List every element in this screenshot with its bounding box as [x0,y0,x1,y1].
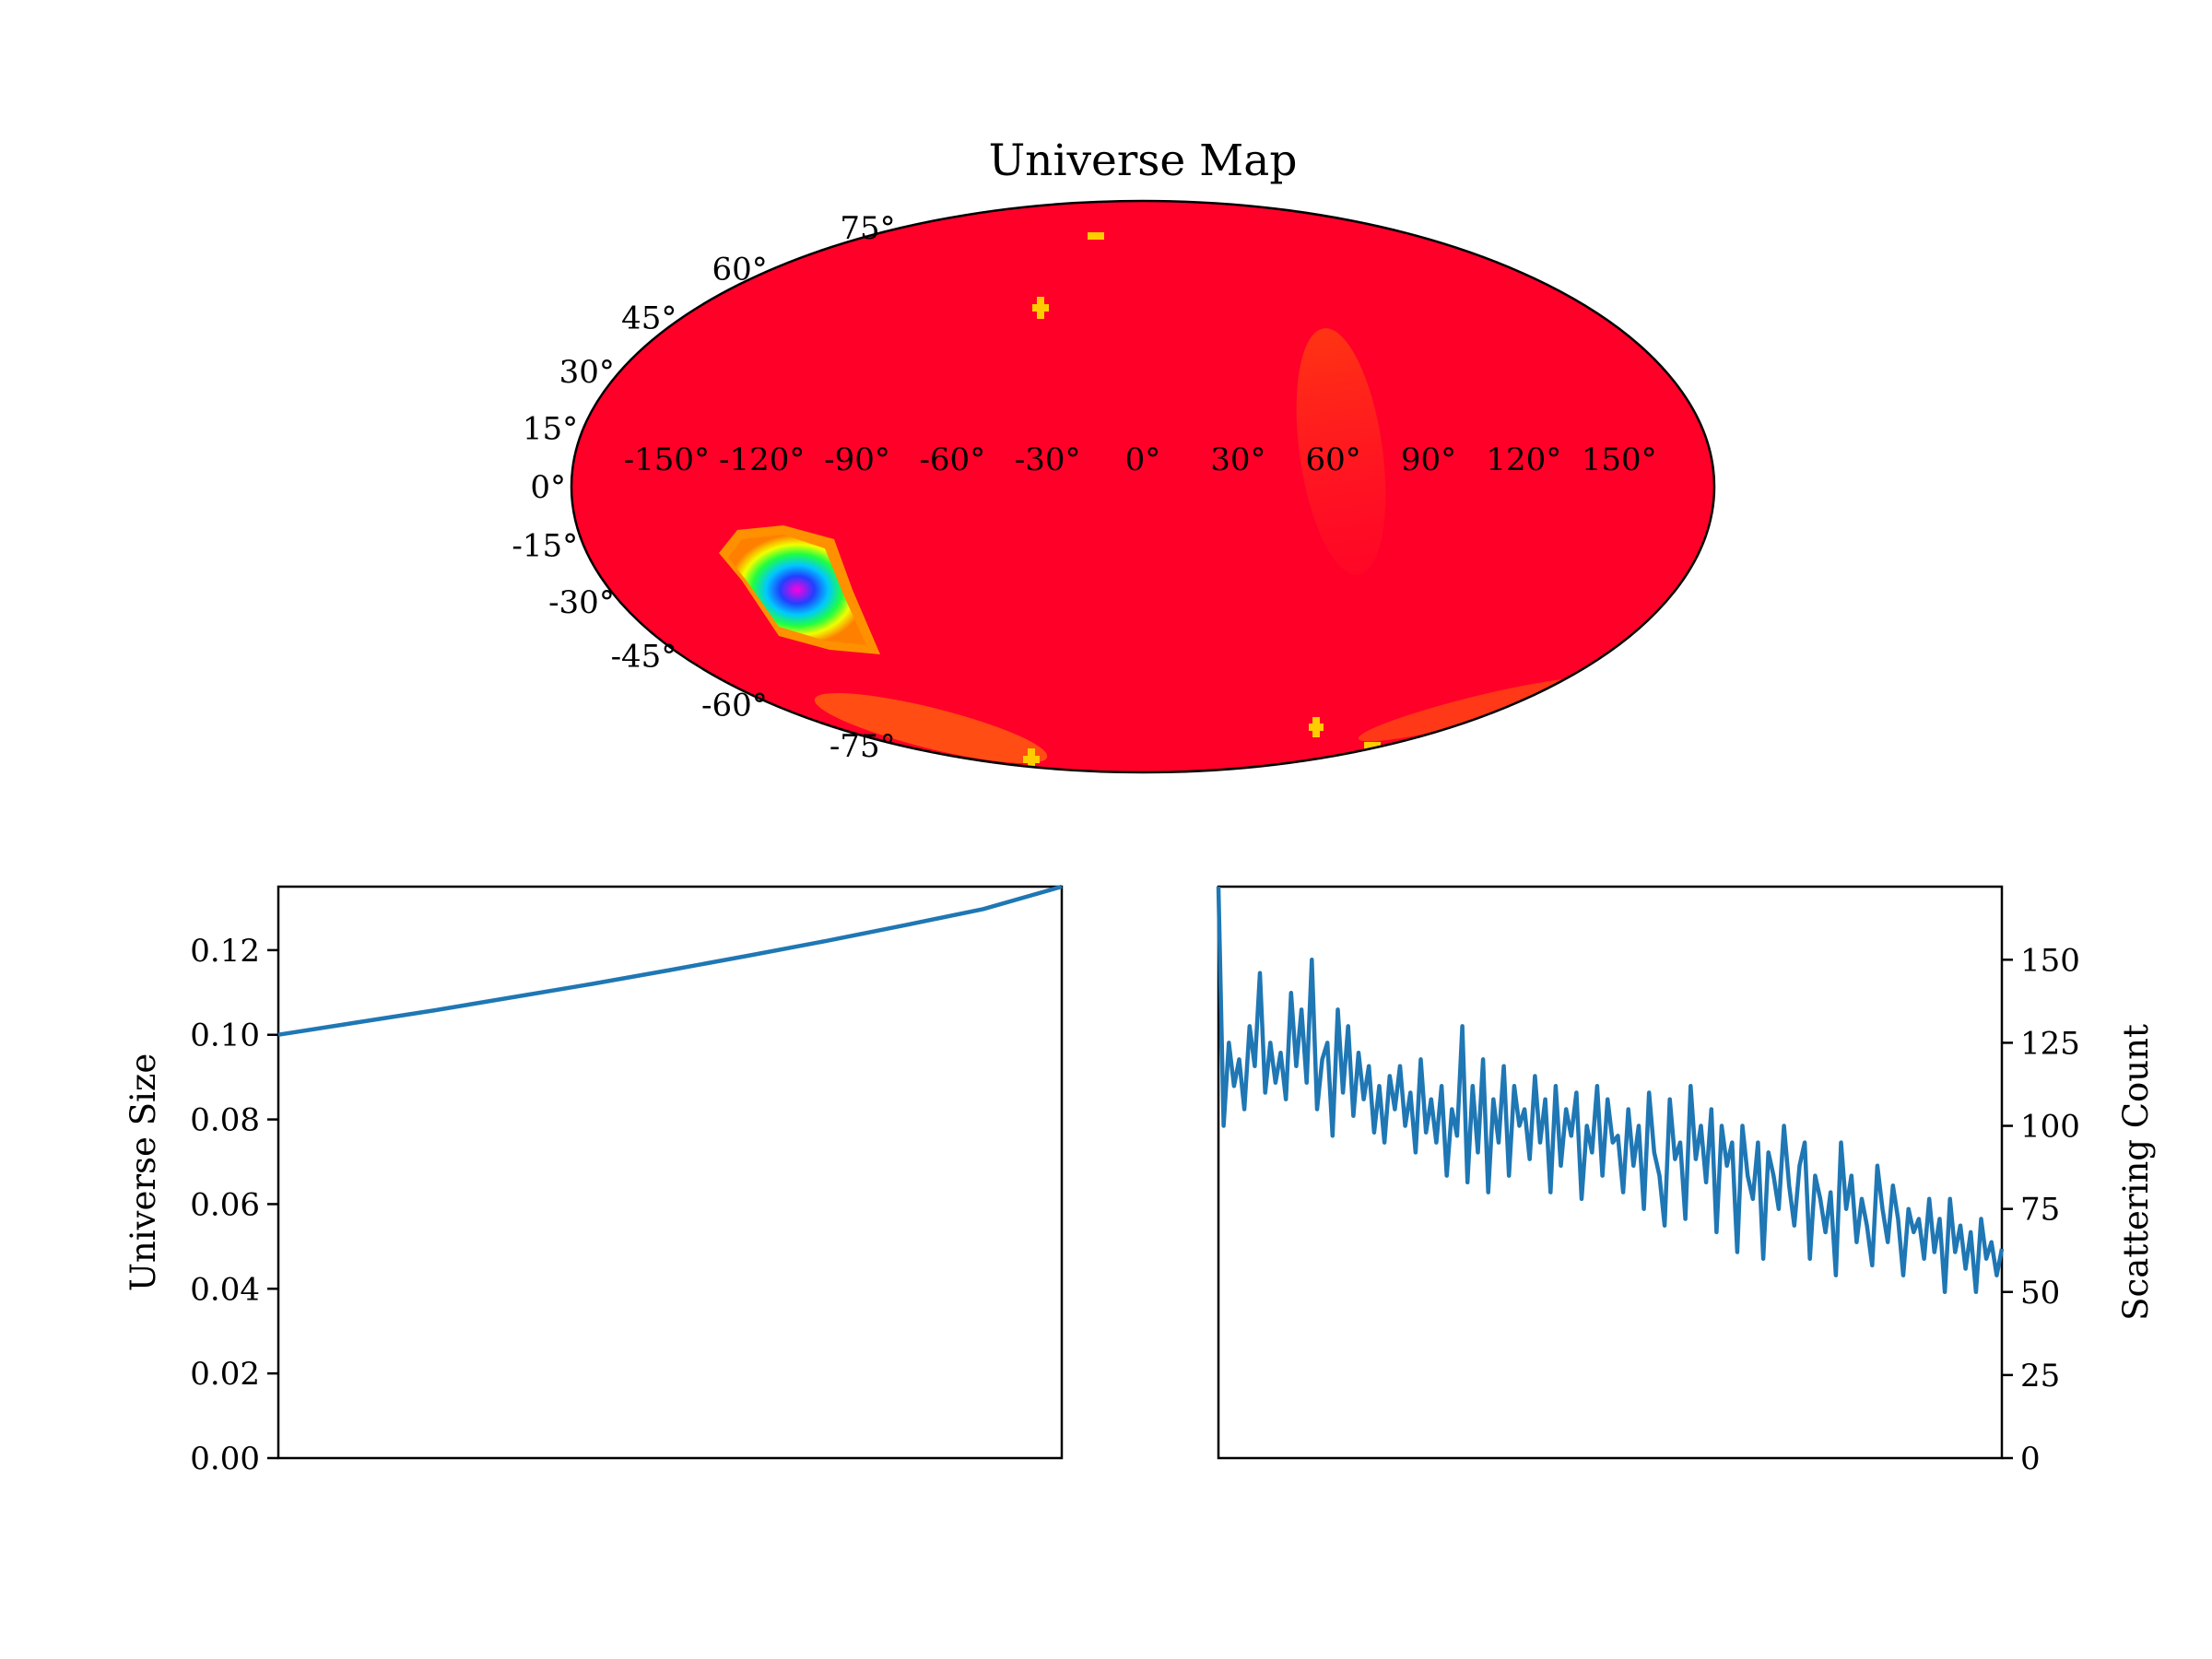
y-tick-label: 0.02 [190,1356,260,1393]
map-lon-label: 60° [1306,441,1361,478]
map-lat-label: -45° [611,639,677,676]
size-y-axis: 0.00 0.02 0.04 0.06 0.08 0.10 0.12 [190,933,278,1477]
map-lat-label: 0° [530,469,566,506]
y-tick-label: 0.04 [190,1271,260,1308]
y-tick-label: 0 [2020,1441,2041,1477]
map-lat-label: 45° [621,300,677,336]
universe-size-chart: 0.00 0.02 0.04 0.06 0.08 0.10 0.12 Universe Si… [124,884,1064,1477]
map-lat-label: 75° [840,210,895,247]
y-tick-label: 100 [2020,1109,2080,1146]
map-lon-label: -120° [719,441,805,478]
map-lower-band [814,692,1048,764]
universe-map: Universe Map -150° -120° -90° -60° -30° 0° 30°… [512,135,1716,774]
map-title: Universe Map [989,135,1298,186]
map-lon-label: -60° [919,441,985,478]
map-latitude-labels: 75° 60° 45°30° 15° 0° -15° -30° -45° -60° -75° [512,210,895,765]
size-series-line [277,884,1063,1037]
map-warm-streak [1296,328,1386,575]
map-lon-label: 30° [1210,441,1265,478]
scatter-plot-area [1217,885,2004,1460]
scatter-y-axis: 0 25 50 75 100 125 150 [2002,942,2080,1477]
scattering-count-chart: 0 25 50 75 100 125 150 Scattering Count [1216,885,2156,1477]
map-lon-label: 90° [1401,441,1456,478]
y-tick-label: 0.00 [190,1441,260,1477]
map-lon-label: 150° [1582,441,1657,478]
scatter-y-label: Scattering Count [2116,1024,2156,1321]
map-lat-label: -60° [701,687,768,724]
map-lat-label: -15° [512,527,578,564]
y-tick-label: 125 [2020,1025,2080,1062]
y-tick-label: 0.12 [190,933,260,970]
map-lat-label: -75° [830,728,896,765]
map-lat-label: 15° [523,411,578,448]
map-lon-label: -30° [1015,441,1081,478]
y-tick-label: 75 [2020,1192,2060,1229]
size-y-label: Universe Size [124,1053,163,1292]
map-lon-label: -90° [824,441,890,478]
map-lower-right-band [1358,677,1592,742]
y-tick-label: 150 [2020,942,2080,979]
map-lon-label: 0° [1125,441,1161,478]
map-outline [570,199,1716,774]
y-tick-label: 0.06 [190,1186,260,1223]
map-lon-label: -150° [624,441,710,478]
scatter-series-line [1216,886,2005,1295]
y-tick-label: 25 [2020,1358,2060,1394]
y-tick-label: 0.08 [190,1102,260,1139]
map-lat-label: 60° [712,252,768,288]
size-plot-area [276,885,1064,1460]
y-tick-label: 0.10 [190,1018,260,1054]
map-lon-label: 120° [1486,441,1561,478]
map-lat-label: 30° [559,354,615,391]
map-lat-label: -30° [548,584,615,621]
map-cold-spot [728,535,866,645]
map-longitude-labels: -150° -120° -90° -60° -30° 0° 30° 60° 90° 120° 150… [624,441,1657,478]
map-hot-pixels [1023,232,1381,769]
y-tick-label: 50 [2020,1275,2060,1312]
